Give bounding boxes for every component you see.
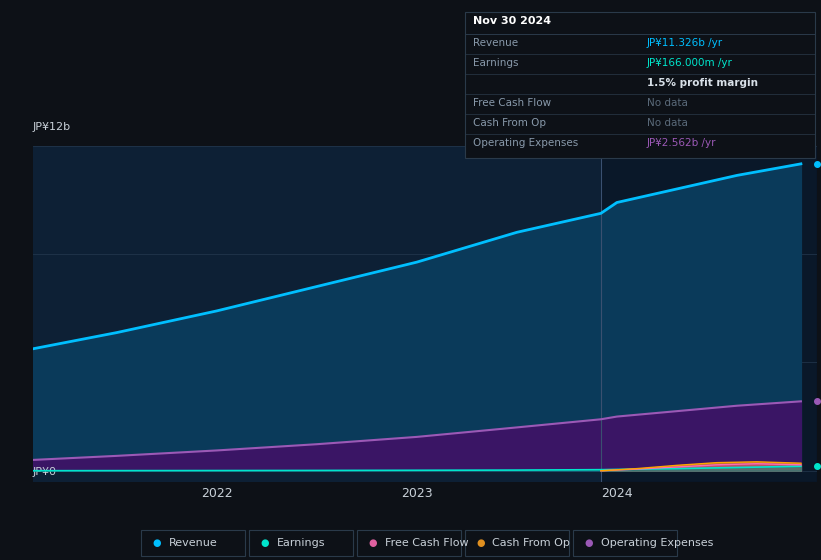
Text: ●: ●: [152, 538, 161, 548]
Bar: [601, 146, 817, 482]
Text: ●: ●: [260, 538, 268, 548]
Text: Free Cash Flow: Free Cash Flow: [473, 98, 551, 108]
Text: JP¥0: JP¥0: [33, 466, 57, 477]
Text: Cash From Op: Cash From Op: [493, 538, 571, 548]
Text: Nov 30 2024: Nov 30 2024: [473, 16, 551, 26]
Text: ●: ●: [369, 538, 377, 548]
Text: ●: ●: [476, 538, 484, 548]
Text: Operating Expenses: Operating Expenses: [600, 538, 713, 548]
Text: JP¥2.562b /yr: JP¥2.562b /yr: [647, 138, 717, 148]
Text: Revenue: Revenue: [168, 538, 218, 548]
Text: ●: ●: [585, 538, 593, 548]
Text: No data: No data: [647, 118, 688, 128]
Text: Earnings: Earnings: [277, 538, 325, 548]
Text: Revenue: Revenue: [473, 38, 518, 48]
Text: 1.5% profit margin: 1.5% profit margin: [647, 78, 758, 88]
Text: Operating Expenses: Operating Expenses: [473, 138, 578, 148]
Text: Earnings: Earnings: [473, 58, 519, 68]
Text: Cash From Op: Cash From Op: [473, 118, 546, 128]
Text: Free Cash Flow: Free Cash Flow: [384, 538, 468, 548]
Text: No data: No data: [647, 98, 688, 108]
Text: JP¥11.326b /yr: JP¥11.326b /yr: [647, 38, 723, 48]
Text: JP¥166.000m /yr: JP¥166.000m /yr: [647, 58, 733, 68]
Text: JP¥12b: JP¥12b: [33, 122, 71, 132]
